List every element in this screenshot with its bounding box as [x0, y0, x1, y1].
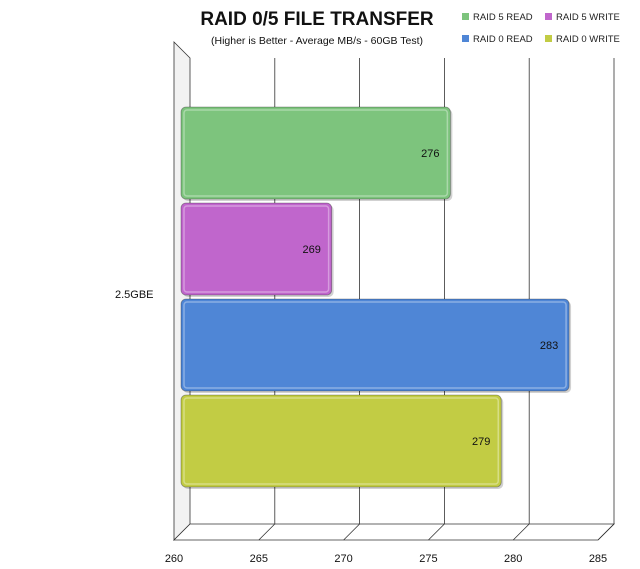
x-tick-label: 265 — [250, 553, 268, 565]
x-tick-label: 260 — [165, 553, 183, 565]
gridline — [512, 58, 530, 541]
bar-body — [180, 202, 333, 296]
value-label-raid5-write: 269 — [302, 244, 320, 256]
bar-raid0-write — [180, 394, 504, 489]
legend-swatch-raid0-read — [462, 35, 469, 42]
x-tick-label: 270 — [334, 553, 352, 565]
bar-body — [180, 394, 502, 488]
bar-raid0-read — [180, 298, 572, 393]
chart-subtitle: (Higher is Better - Average MB/s - 60GB … — [211, 35, 423, 47]
value-labels: 276 269 283 279 — [302, 148, 558, 448]
x-axis-ticks: 260 265 270 275 280 285 — [165, 553, 607, 565]
chart-title: RAID 0/5 FILE TRANSFER — [200, 9, 434, 30]
category-label: 2.5GBE — [115, 289, 154, 301]
legend-swatch-raid0-write — [545, 35, 552, 42]
bar-raid5-read — [180, 106, 453, 201]
gridline — [343, 58, 361, 541]
x-tick-label: 280 — [504, 553, 522, 565]
legend: RAID 5 READ RAID 5 WRITE RAID 0 READ RAI… — [462, 12, 620, 45]
legend-label-raid5-write: RAID 5 WRITE — [556, 12, 620, 23]
floor — [173, 523, 615, 541]
bar-highlight — [183, 301, 567, 389]
legend-label-raid0-read: RAID 0 READ — [473, 34, 533, 45]
bar-highlight — [183, 205, 330, 293]
legend-label-raid5-read: RAID 5 READ — [473, 12, 533, 23]
value-label-raid5-read: 276 — [421, 148, 439, 160]
bar-highlight — [183, 397, 499, 485]
bar-raid5-write — [180, 202, 334, 297]
bars — [180, 106, 572, 489]
legend-label-raid0-write: RAID 0 WRITE — [556, 34, 620, 45]
bar-body — [180, 106, 451, 200]
x-tick-label: 275 — [419, 553, 437, 565]
bar-highlight — [183, 109, 449, 197]
legend-swatch-raid5-read — [462, 13, 469, 20]
gridline — [428, 58, 445, 541]
legend-swatch-raid5-write — [545, 13, 552, 20]
bar-body — [180, 298, 570, 392]
x-tick-label: 285 — [589, 553, 607, 565]
value-label-raid0-read: 283 — [540, 340, 558, 352]
value-label-raid0-write: 279 — [472, 436, 490, 448]
gridline — [597, 58, 615, 541]
